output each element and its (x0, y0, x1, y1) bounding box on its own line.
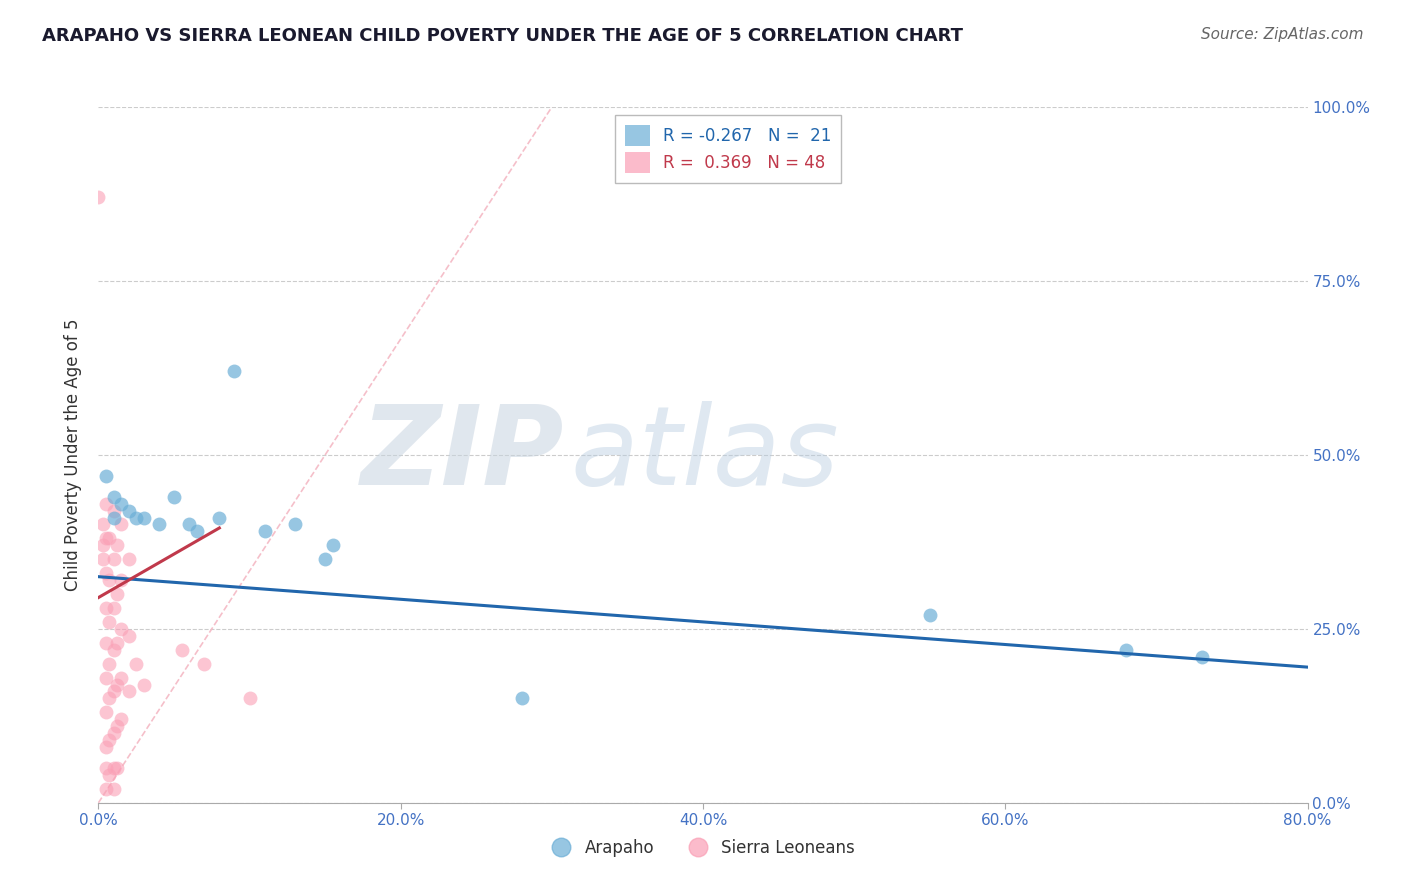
Point (98, 573, 121, 587)
Point (110, 573, 132, 587)
Point (94, 706, 117, 720)
Point (98, 691, 121, 706)
Point (510, 691, 533, 706)
Point (170, 642, 193, 657)
Point (98, 657, 121, 671)
Legend: Arapaho, Sierra Leoneans: Arapaho, Sierra Leoneans (544, 832, 862, 864)
Point (94, 761, 117, 775)
Point (253, 524, 276, 539)
Point (110, 712, 132, 726)
Point (94, 781, 117, 796)
Point (105, 587, 128, 601)
Point (91, 517, 114, 532)
Point (94, 566, 117, 581)
Point (132, 677, 155, 691)
Point (94, 636, 117, 650)
Point (179, 517, 201, 532)
Point (110, 671, 132, 685)
Point (103, 601, 125, 615)
Point (239, 691, 262, 706)
Point (110, 622, 132, 636)
Point (118, 503, 141, 517)
Point (918, 607, 941, 622)
Point (103, 642, 125, 657)
Point (224, 364, 246, 378)
Point (118, 552, 141, 566)
Point (105, 677, 128, 691)
Point (314, 552, 336, 566)
Point (98, 532, 121, 546)
Point (105, 538, 128, 552)
Point (103, 726, 125, 740)
Point (91, 538, 114, 552)
Point (98, 768, 121, 782)
Point (1191, 649, 1213, 664)
Point (94, 740, 117, 755)
Point (105, 761, 128, 775)
Text: atlas: atlas (569, 401, 838, 508)
Point (103, 761, 125, 775)
Point (103, 684, 125, 698)
Point (132, 510, 155, 524)
Point (118, 629, 141, 643)
Point (1115, 642, 1137, 657)
Point (94, 532, 117, 546)
Point (98, 733, 121, 747)
Point (110, 517, 132, 532)
Point (148, 517, 170, 532)
Point (186, 524, 208, 539)
Point (94, 601, 117, 615)
Point (103, 552, 125, 566)
Point (284, 517, 307, 532)
Point (87, 190, 110, 204)
Point (125, 510, 148, 524)
Point (94, 497, 117, 511)
Point (105, 719, 128, 733)
Point (322, 538, 344, 552)
Y-axis label: Child Poverty Under the Age of 5: Child Poverty Under the Age of 5 (65, 318, 83, 591)
Text: Source: ZipAtlas.com: Source: ZipAtlas.com (1201, 27, 1364, 42)
Point (110, 497, 132, 511)
Point (94, 671, 117, 685)
Point (163, 490, 186, 504)
Text: ZIP: ZIP (360, 401, 564, 508)
Point (125, 657, 148, 671)
Point (193, 657, 215, 671)
Point (103, 490, 125, 504)
Text: ARAPAHO VS SIERRA LEONEAN CHILD POVERTY UNDER THE AGE OF 5 CORRELATION CHART: ARAPAHO VS SIERRA LEONEAN CHILD POVERTY … (42, 27, 963, 45)
Point (94, 468, 117, 483)
Point (118, 684, 141, 698)
Point (98, 615, 121, 629)
Point (103, 503, 125, 517)
Point (103, 781, 125, 796)
Point (103, 510, 125, 524)
Point (91, 552, 114, 566)
Point (208, 510, 231, 524)
Point (105, 636, 128, 650)
